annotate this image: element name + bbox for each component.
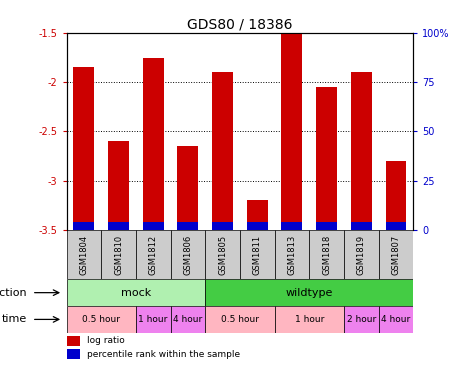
Bar bbox=[379, 306, 413, 333]
Bar bbox=[282, 33, 302, 230]
Bar bbox=[386, 161, 406, 230]
Text: GSM1812: GSM1812 bbox=[149, 235, 158, 275]
Bar bbox=[212, 222, 233, 230]
Text: time: time bbox=[1, 314, 27, 324]
Text: GSM1813: GSM1813 bbox=[287, 235, 296, 275]
Bar bbox=[247, 222, 267, 230]
Bar bbox=[66, 279, 205, 306]
Bar bbox=[66, 336, 80, 346]
Bar bbox=[212, 72, 233, 230]
Bar bbox=[275, 306, 344, 333]
Text: log ratio: log ratio bbox=[87, 336, 125, 346]
Text: mock: mock bbox=[121, 288, 151, 298]
Bar bbox=[275, 230, 309, 279]
Bar bbox=[205, 306, 275, 333]
Text: GSM1807: GSM1807 bbox=[391, 235, 400, 275]
Bar bbox=[351, 222, 371, 230]
Text: GSM1818: GSM1818 bbox=[322, 235, 331, 275]
Text: GSM1804: GSM1804 bbox=[79, 235, 88, 275]
Bar bbox=[344, 306, 379, 333]
Text: 2 hour: 2 hour bbox=[347, 315, 376, 324]
Text: percentile rank within the sample: percentile rank within the sample bbox=[87, 350, 240, 359]
Bar bbox=[171, 230, 205, 279]
Bar bbox=[66, 230, 101, 279]
Text: infection: infection bbox=[0, 288, 27, 298]
Bar bbox=[351, 72, 371, 230]
Text: GSM1810: GSM1810 bbox=[114, 235, 123, 275]
Bar bbox=[108, 222, 129, 230]
Text: 4 hour: 4 hour bbox=[173, 315, 202, 324]
Bar bbox=[108, 141, 129, 230]
Bar bbox=[136, 306, 171, 333]
Bar bbox=[74, 67, 94, 230]
Bar bbox=[143, 222, 163, 230]
Text: 1 hour: 1 hour bbox=[294, 315, 324, 324]
Bar bbox=[205, 279, 413, 306]
Text: GSM1819: GSM1819 bbox=[357, 235, 366, 275]
Bar bbox=[205, 230, 240, 279]
Bar bbox=[344, 230, 379, 279]
Bar bbox=[316, 222, 337, 230]
Text: 0.5 hour: 0.5 hour bbox=[221, 315, 259, 324]
Bar bbox=[178, 146, 198, 230]
Bar bbox=[143, 57, 163, 230]
Bar bbox=[178, 222, 198, 230]
Text: 1 hour: 1 hour bbox=[139, 315, 168, 324]
Text: GSM1805: GSM1805 bbox=[218, 235, 227, 275]
Text: GSM1811: GSM1811 bbox=[253, 235, 262, 275]
Text: 0.5 hour: 0.5 hour bbox=[82, 315, 120, 324]
Text: 4 hour: 4 hour bbox=[381, 315, 410, 324]
Title: GDS80 / 18386: GDS80 / 18386 bbox=[187, 18, 293, 32]
Bar bbox=[240, 230, 275, 279]
Bar bbox=[66, 306, 136, 333]
Bar bbox=[282, 222, 302, 230]
Bar bbox=[379, 230, 413, 279]
Text: wildtype: wildtype bbox=[285, 288, 333, 298]
Bar bbox=[136, 230, 171, 279]
Bar bbox=[171, 306, 205, 333]
Bar bbox=[66, 349, 80, 359]
Text: GSM1806: GSM1806 bbox=[183, 235, 192, 275]
Bar bbox=[74, 222, 94, 230]
Bar bbox=[247, 201, 267, 230]
Bar bbox=[386, 222, 406, 230]
Bar bbox=[316, 87, 337, 230]
Bar bbox=[309, 230, 344, 279]
Bar bbox=[101, 230, 136, 279]
